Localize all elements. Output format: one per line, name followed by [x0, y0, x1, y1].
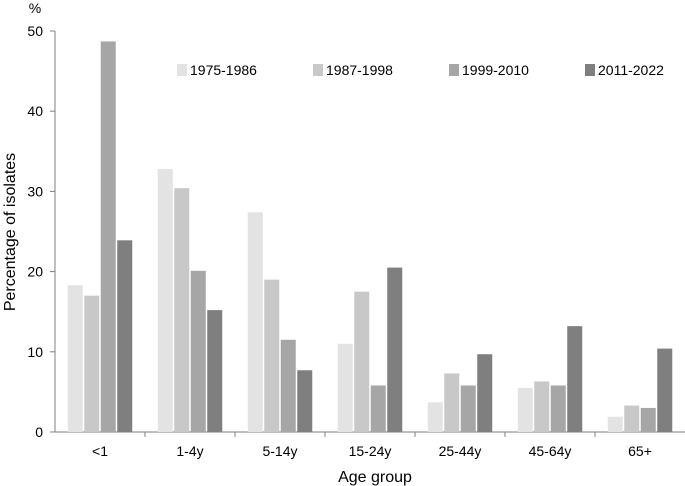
- bar: [427, 402, 443, 432]
- y-tick-label: 40: [27, 103, 43, 119]
- legend: 1975-1986 1987-1998 1999-2010 2011-2022: [177, 62, 664, 78]
- legend-swatch: [313, 64, 323, 76]
- bar: [624, 405, 640, 432]
- x-tick-label: 5-14y: [262, 443, 297, 459]
- bar: [657, 348, 673, 432]
- legend-label: 2011-2022: [598, 62, 664, 78]
- x-tick-label: 1-4y: [176, 443, 203, 459]
- y-axis-title: Percentage of isolates: [2, 153, 19, 311]
- legend-label: 1999-2010: [462, 62, 529, 78]
- bar: [190, 270, 206, 432]
- bar: [517, 387, 533, 432]
- bar: [534, 381, 550, 432]
- x-tick-label: 15-24y: [349, 443, 392, 459]
- x-tick-label: 65+: [628, 443, 652, 459]
- legend-swatch: [585, 64, 595, 76]
- bar: [387, 267, 403, 432]
- bar: [157, 168, 173, 432]
- x-tick-label: 45-64y: [529, 443, 572, 459]
- bar: [354, 291, 370, 432]
- bar: [607, 416, 623, 432]
- y-tick-label: 20: [27, 264, 43, 280]
- y-tick-label: 30: [27, 183, 43, 199]
- y-tick-label: 0: [35, 424, 43, 440]
- bar: [84, 295, 100, 432]
- x-axis-title: Age group: [338, 469, 412, 486]
- plot-area: 0 10 20 30 40 50 <1 1-4y 5-14y 15-24y 25-44y 45-64y…: [27, 23, 685, 459]
- y-tick-label: 50: [27, 23, 43, 39]
- bar: [444, 373, 460, 432]
- legend-swatch: [177, 64, 187, 76]
- bar: [477, 354, 493, 432]
- y-unit-label: %: [29, 0, 41, 16]
- bar: [264, 279, 280, 432]
- bar: [370, 385, 386, 432]
- x-tick-label: <1: [92, 443, 108, 459]
- bar: [67, 285, 83, 432]
- bar: [460, 385, 476, 432]
- bar: [550, 385, 566, 432]
- bar: [117, 240, 133, 432]
- y-tick-label: 10: [27, 344, 43, 360]
- bar: [337, 343, 353, 432]
- bar: [640, 407, 656, 432]
- legend-label: 1987-1998: [326, 62, 393, 78]
- bar: [207, 310, 223, 432]
- bar: [247, 212, 263, 432]
- bar: [280, 339, 296, 432]
- bar: [174, 188, 190, 432]
- bar: [567, 326, 583, 432]
- legend-swatch: [449, 64, 459, 76]
- x-tick-label: 25-44y: [439, 443, 482, 459]
- legend-label: 1975-1986: [190, 62, 257, 78]
- bar: [100, 41, 116, 433]
- bar: [297, 370, 313, 432]
